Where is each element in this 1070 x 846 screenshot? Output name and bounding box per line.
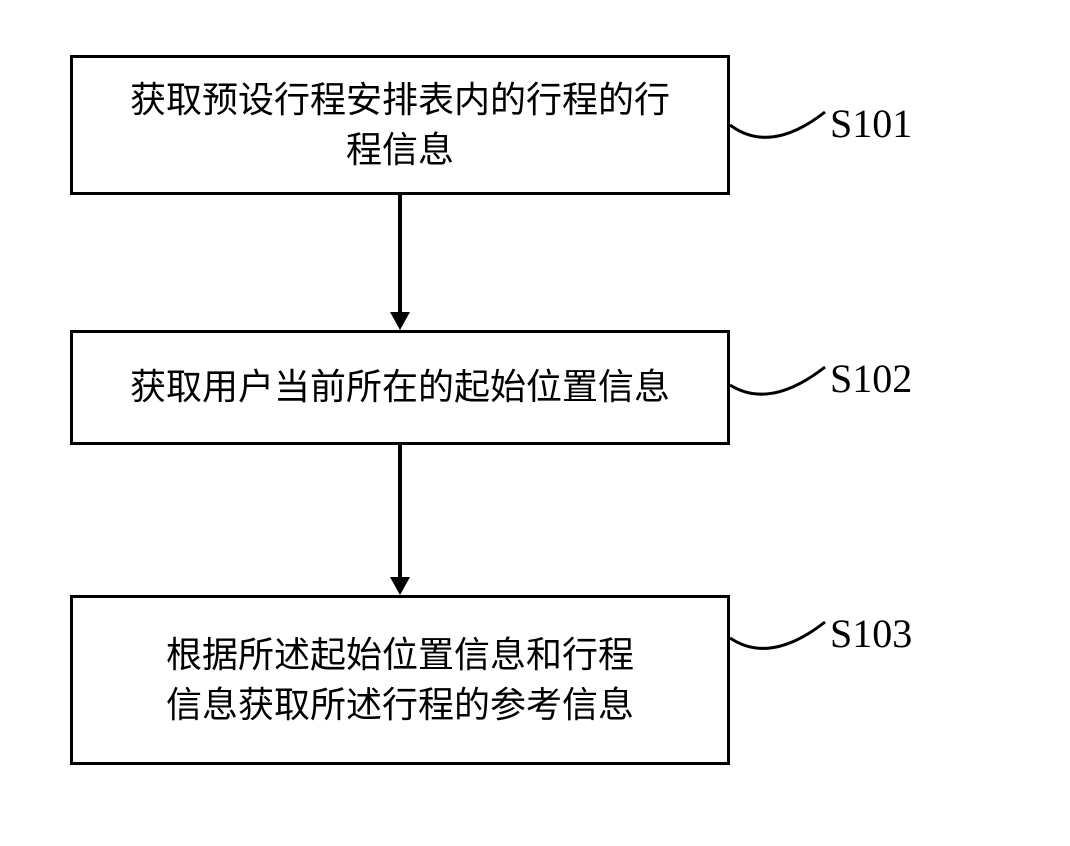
arrow-s102-s103 <box>398 445 402 577</box>
label-connector-s102 <box>730 355 830 415</box>
label-connector-s101 <box>730 100 830 160</box>
node-label-s101: S101 <box>830 100 912 147</box>
flowchart-node-s102: 获取用户当前所在的起始位置信息 <box>70 330 730 445</box>
flowchart-canvas: 获取预设行程安排表内的行程的行程信息 S101 获取用户当前所在的起始位置信息 … <box>0 0 1070 846</box>
flowchart-node-s103: 根据所述起始位置信息和行程信息获取所述行程的参考信息 <box>70 595 730 765</box>
label-connector-s103 <box>730 610 830 670</box>
node-label-s103: S103 <box>830 610 912 657</box>
arrow-head-icon <box>390 312 410 330</box>
node-text: 获取用户当前所在的起始位置信息 <box>130 362 670 412</box>
flowchart-node-s101: 获取预设行程安排表内的行程的行程信息 <box>70 55 730 195</box>
node-text: 获取预设行程安排表内的行程的行程信息 <box>130 75 670 176</box>
arrow-s101-s102 <box>398 195 402 312</box>
node-label-s102: S102 <box>830 355 912 402</box>
arrow-head-icon <box>390 577 410 595</box>
node-text: 根据所述起始位置信息和行程信息获取所述行程的参考信息 <box>166 630 634 731</box>
